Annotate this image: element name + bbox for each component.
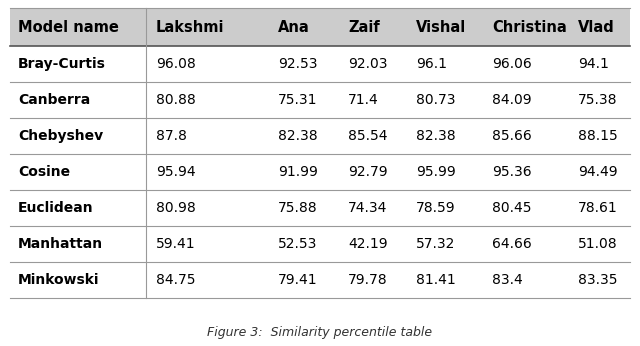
Text: 79.78: 79.78 xyxy=(348,273,388,287)
Text: Manhattan: Manhattan xyxy=(18,237,103,251)
Text: 92.79: 92.79 xyxy=(348,165,388,179)
Text: Lakshmi: Lakshmi xyxy=(156,19,225,35)
Text: 81.41: 81.41 xyxy=(416,273,456,287)
Text: 64.66: 64.66 xyxy=(492,237,532,251)
Text: 80.88: 80.88 xyxy=(156,93,196,107)
Text: 92.53: 92.53 xyxy=(278,57,317,71)
Bar xyxy=(10,226,630,262)
Text: 85.54: 85.54 xyxy=(348,129,387,143)
Text: 83.4: 83.4 xyxy=(492,273,523,287)
Text: Cosine: Cosine xyxy=(18,165,70,179)
Text: 78.61: 78.61 xyxy=(578,201,618,215)
Text: 42.19: 42.19 xyxy=(348,237,388,251)
Text: 94.1: 94.1 xyxy=(578,57,609,71)
Bar xyxy=(10,190,630,226)
Bar xyxy=(10,118,630,154)
Text: Figure 3:  Similarity percentile table: Figure 3: Similarity percentile table xyxy=(207,326,433,339)
Bar xyxy=(10,8,630,46)
Text: 80.45: 80.45 xyxy=(492,201,531,215)
Text: 91.99: 91.99 xyxy=(278,165,318,179)
Text: 84.09: 84.09 xyxy=(492,93,532,107)
Text: 83.35: 83.35 xyxy=(578,273,618,287)
Text: 74.34: 74.34 xyxy=(348,201,387,215)
Text: 82.38: 82.38 xyxy=(278,129,317,143)
Text: 96.08: 96.08 xyxy=(156,57,196,71)
Text: 96.1: 96.1 xyxy=(416,57,447,71)
Text: Christina: Christina xyxy=(492,19,567,35)
Text: 88.15: 88.15 xyxy=(578,129,618,143)
Text: 75.38: 75.38 xyxy=(578,93,618,107)
Text: 75.88: 75.88 xyxy=(278,201,317,215)
Text: 94.49: 94.49 xyxy=(578,165,618,179)
Text: Canberra: Canberra xyxy=(18,93,90,107)
Text: 80.73: 80.73 xyxy=(416,93,456,107)
Text: Zaif: Zaif xyxy=(348,19,380,35)
Text: 92.03: 92.03 xyxy=(348,57,387,71)
Text: 71.4: 71.4 xyxy=(348,93,379,107)
Text: Vlad: Vlad xyxy=(578,19,615,35)
Text: Model name: Model name xyxy=(18,19,119,35)
Text: 75.31: 75.31 xyxy=(278,93,317,107)
Text: 95.36: 95.36 xyxy=(492,165,532,179)
Text: 95.99: 95.99 xyxy=(416,165,456,179)
Text: 51.08: 51.08 xyxy=(578,237,618,251)
Text: 57.32: 57.32 xyxy=(416,237,456,251)
Bar xyxy=(10,46,630,82)
Text: 96.06: 96.06 xyxy=(492,57,532,71)
Text: 87.8: 87.8 xyxy=(156,129,187,143)
Bar xyxy=(10,262,630,298)
Bar xyxy=(10,154,630,190)
Text: 80.98: 80.98 xyxy=(156,201,196,215)
Bar xyxy=(10,82,630,118)
Text: 85.66: 85.66 xyxy=(492,129,532,143)
Text: Ana: Ana xyxy=(278,19,310,35)
Text: Euclidean: Euclidean xyxy=(18,201,93,215)
Text: 84.75: 84.75 xyxy=(156,273,195,287)
Text: 52.53: 52.53 xyxy=(278,237,317,251)
Text: 95.94: 95.94 xyxy=(156,165,196,179)
Text: Minkowski: Minkowski xyxy=(18,273,99,287)
Text: 59.41: 59.41 xyxy=(156,237,196,251)
Text: 79.41: 79.41 xyxy=(278,273,317,287)
Text: Bray-Curtis: Bray-Curtis xyxy=(18,57,106,71)
Text: 82.38: 82.38 xyxy=(416,129,456,143)
Text: Chebyshev: Chebyshev xyxy=(18,129,103,143)
Text: 78.59: 78.59 xyxy=(416,201,456,215)
Text: Vishal: Vishal xyxy=(416,19,467,35)
